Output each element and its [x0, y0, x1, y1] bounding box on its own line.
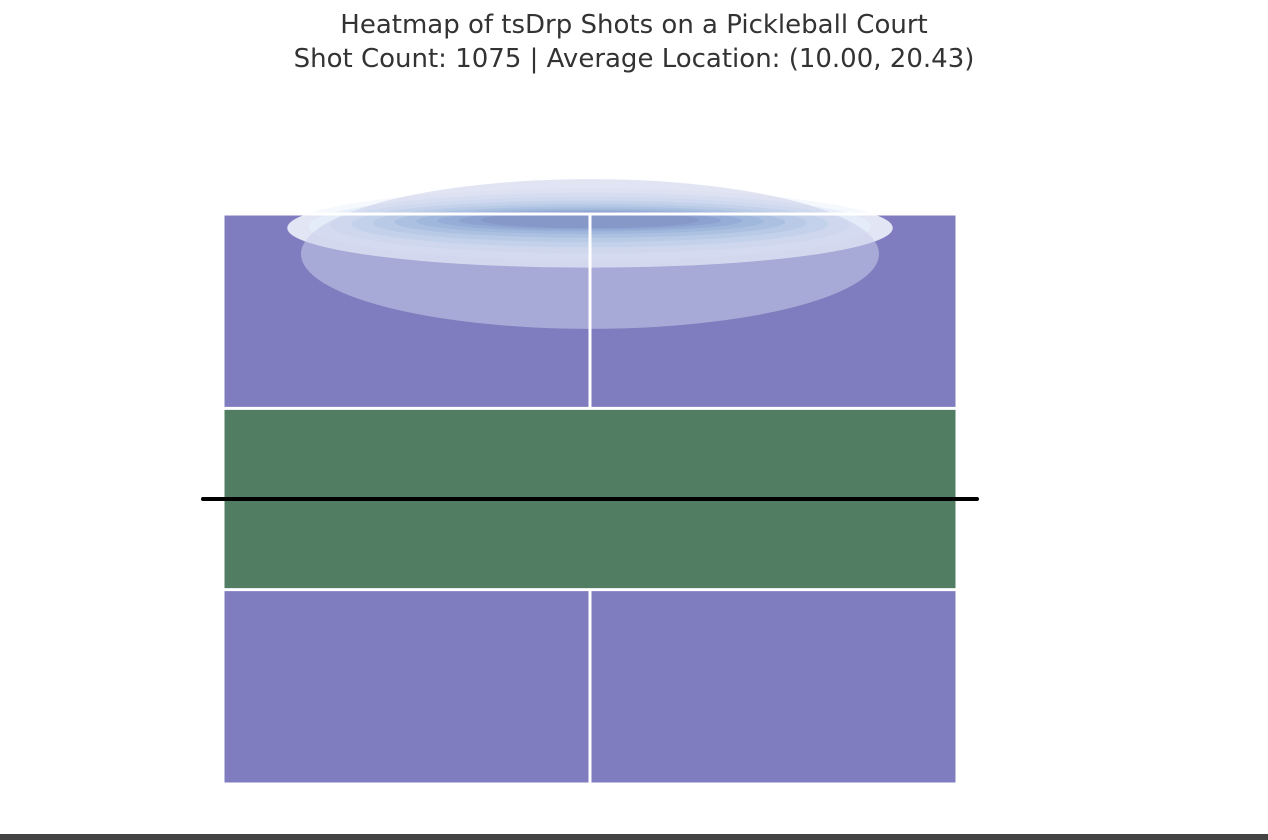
chart-title: Heatmap of tsDrp Shots on a Pickleball C…: [340, 10, 928, 40]
bottom-border: [0, 834, 1268, 840]
chart-title-block: Heatmap of tsDrp Shots on a Pickleball C…: [0, 8, 1268, 76]
court-lines-layer: [201, 212, 979, 786]
chart-subtitle: Shot Count: 1075 | Average Location: (10…: [293, 44, 975, 74]
